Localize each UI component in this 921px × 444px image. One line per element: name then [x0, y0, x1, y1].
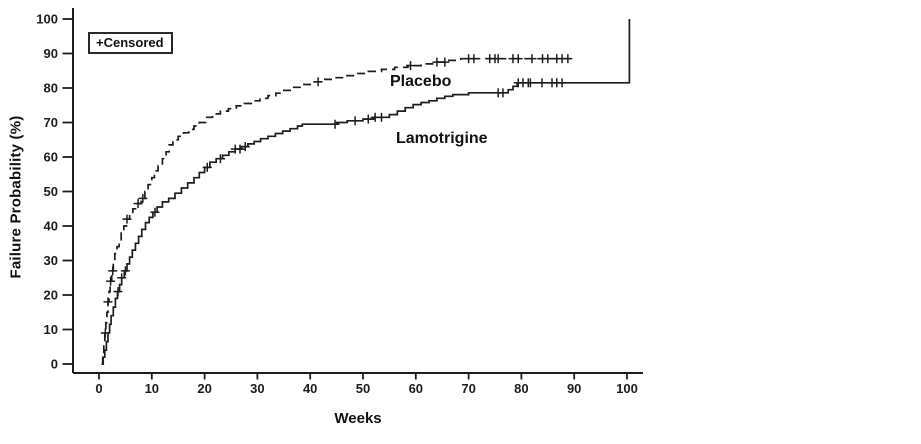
x-tick-label: 10	[145, 381, 159, 396]
series-label-lamotrigine: Lamotrigine	[396, 130, 488, 147]
censored-legend: +Censored	[88, 32, 173, 54]
x-tick-label: 0	[95, 381, 102, 396]
y-tick-label: 30	[44, 253, 58, 268]
y-tick-label: 100	[36, 12, 58, 27]
curve-placebo	[101, 57, 575, 365]
y-tick-label: 90	[44, 46, 58, 61]
x-tick-label: 80	[514, 381, 528, 396]
y-tick-label: 0	[51, 357, 58, 372]
y-tick-label: 10	[44, 322, 58, 337]
series-label-placebo: Placebo	[390, 73, 452, 90]
x-tick-label: 20	[197, 381, 211, 396]
x-tick-label: 30	[250, 381, 264, 396]
y-axis-title: Failure Probability (%)	[7, 115, 25, 279]
x-tick-label: 70	[461, 381, 475, 396]
y-tick-label: 20	[44, 288, 58, 303]
x-axis-title: Weeks	[334, 410, 382, 427]
x-tick-label: 50	[356, 381, 370, 396]
x-tick-label: 90	[567, 381, 581, 396]
x-tick-label: 40	[303, 381, 317, 396]
censored-legend-label: +Censored	[96, 35, 164, 50]
y-tick-label: 40	[44, 219, 58, 234]
y-tick-label: 50	[44, 184, 58, 199]
curve-lamotrigine	[101, 19, 631, 365]
y-tick-label: 60	[44, 150, 58, 165]
x-tick-label: 60	[409, 381, 423, 396]
x-tick-label: 100	[616, 381, 638, 396]
y-tick-label: 70	[44, 115, 58, 130]
y-tick-label: 80	[44, 81, 58, 96]
